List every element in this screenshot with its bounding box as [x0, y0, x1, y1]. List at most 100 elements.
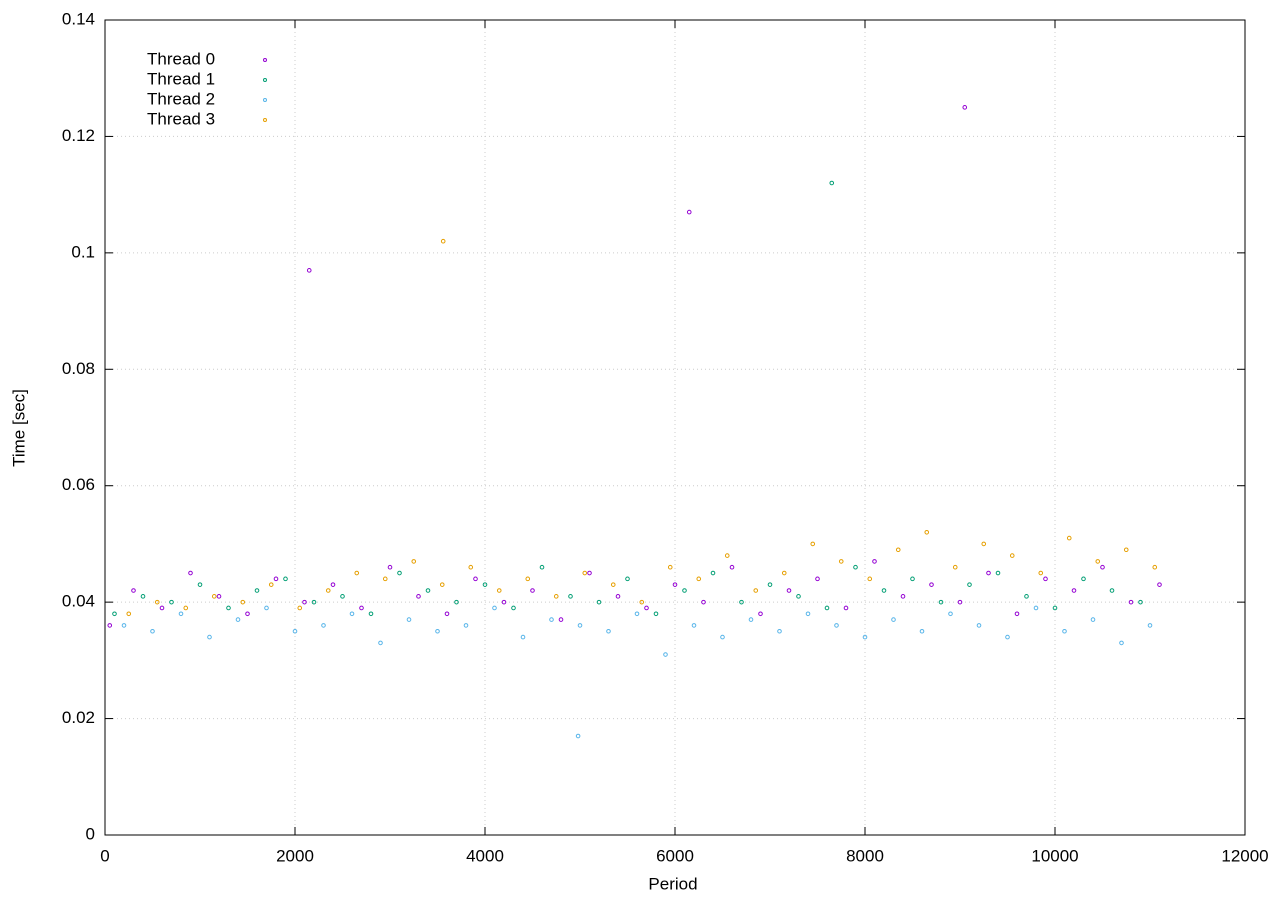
y-tick-label: 0.04 — [62, 592, 95, 611]
point — [853, 564, 858, 570]
point — [1090, 617, 1096, 622]
point — [843, 605, 849, 611]
point — [1147, 623, 1153, 628]
point — [188, 570, 193, 576]
point — [981, 541, 987, 547]
legend-marker — [263, 78, 267, 82]
point — [1062, 628, 1067, 634]
point — [211, 594, 217, 599]
point — [810, 541, 816, 547]
point — [178, 611, 184, 617]
point — [126, 611, 132, 617]
point — [1033, 605, 1039, 611]
point — [729, 564, 735, 570]
point — [330, 582, 336, 587]
y-tick-label: 0.1 — [71, 242, 95, 261]
point — [1043, 576, 1048, 582]
point — [112, 611, 117, 617]
point — [283, 576, 288, 582]
point — [440, 238, 446, 244]
point — [159, 605, 165, 611]
point — [644, 605, 649, 611]
point — [1109, 588, 1115, 593]
point — [587, 570, 592, 576]
point — [582, 570, 588, 576]
point — [895, 547, 901, 553]
point — [815, 576, 820, 582]
point — [577, 623, 583, 628]
y-tick-label: 0.12 — [62, 126, 95, 145]
point — [235, 617, 241, 622]
point — [439, 582, 445, 587]
point — [891, 617, 896, 622]
point — [872, 559, 877, 564]
point — [378, 640, 383, 646]
point — [240, 599, 246, 605]
point — [625, 576, 630, 582]
point — [140, 594, 146, 599]
point — [482, 582, 488, 587]
point — [739, 599, 744, 605]
point — [273, 576, 279, 582]
point — [634, 611, 640, 617]
x-tick-label: 6000 — [656, 846, 694, 865]
point — [710, 570, 716, 576]
point — [929, 582, 934, 587]
point — [615, 594, 621, 599]
point — [382, 576, 388, 582]
point — [511, 605, 516, 611]
point — [639, 599, 645, 605]
point — [553, 594, 559, 599]
point — [777, 628, 782, 634]
y-tick-label: 0.08 — [62, 359, 95, 378]
point — [306, 268, 312, 273]
point — [354, 570, 360, 576]
point — [387, 564, 393, 570]
point — [264, 605, 269, 611]
point — [302, 599, 307, 605]
point — [1100, 564, 1105, 570]
point — [976, 623, 982, 628]
x-axis-label: Period — [648, 874, 697, 893]
point — [131, 588, 136, 593]
point — [121, 623, 127, 628]
plot-frame — [104, 19, 1246, 836]
point — [359, 605, 364, 611]
y-axis-label: Time [sec] — [9, 389, 28, 467]
point — [1071, 588, 1077, 593]
point — [796, 594, 801, 599]
point — [416, 594, 421, 599]
y-tick-label: 0.06 — [62, 475, 95, 494]
point — [682, 588, 687, 593]
point — [568, 594, 573, 599]
point — [1005, 634, 1010, 640]
point — [1152, 564, 1158, 570]
point — [957, 599, 963, 605]
point — [1157, 582, 1162, 587]
point — [368, 611, 374, 617]
x-tick-label: 4000 — [466, 846, 504, 865]
point — [1123, 547, 1129, 553]
point — [1138, 599, 1143, 605]
point — [501, 599, 507, 605]
y-tick-label: 0.02 — [62, 708, 95, 727]
point — [724, 553, 730, 558]
point — [758, 611, 763, 617]
point — [824, 605, 830, 611]
point — [297, 605, 303, 611]
point — [268, 582, 274, 587]
legend-marker — [263, 118, 267, 122]
y-tick-label: 0 — [86, 824, 95, 843]
point — [325, 588, 331, 593]
point — [720, 634, 725, 640]
point — [463, 623, 469, 628]
point — [1095, 559, 1101, 564]
point — [834, 623, 839, 628]
point — [948, 611, 953, 617]
x-tick-label: 10000 — [1031, 846, 1078, 865]
point — [910, 576, 915, 582]
point — [216, 594, 222, 599]
point — [653, 611, 659, 617]
